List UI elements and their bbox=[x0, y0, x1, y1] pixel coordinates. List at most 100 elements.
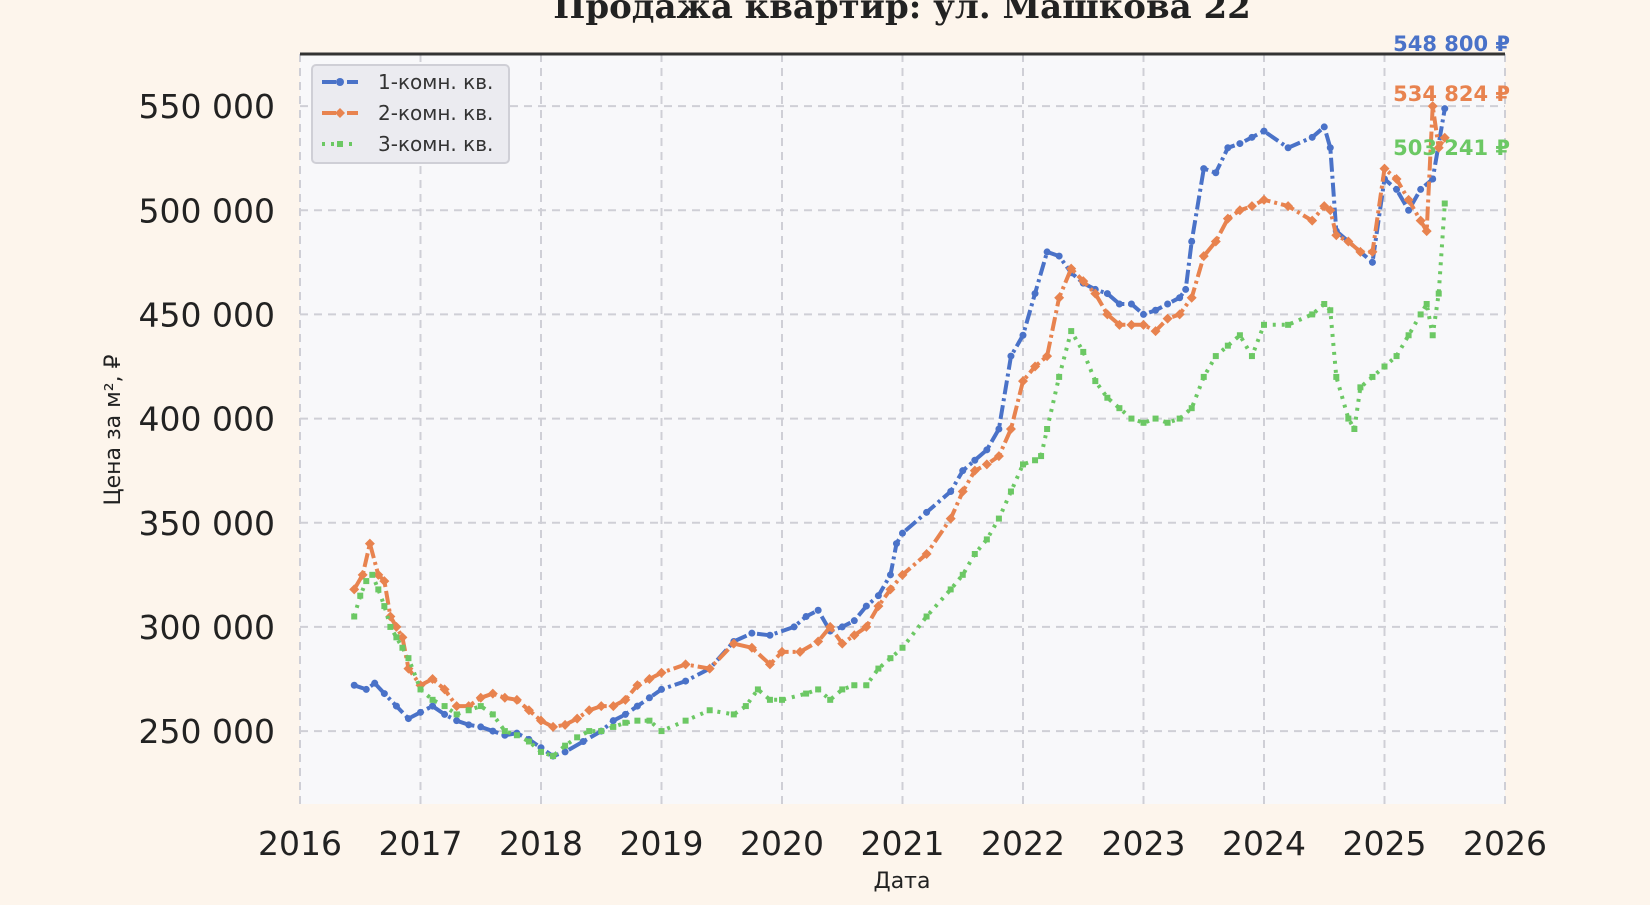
data-point bbox=[995, 425, 1003, 433]
series-end-labels: 548 800 ₽ 534 824 ₽ 503 241 ₽ bbox=[1393, 32, 1510, 160]
data-point bbox=[874, 592, 882, 600]
data-point bbox=[417, 708, 424, 716]
data-point bbox=[764, 659, 775, 670]
data-point bbox=[1369, 373, 1376, 380]
data-point bbox=[1224, 342, 1231, 349]
data-point bbox=[453, 717, 461, 725]
x-axis-label: Дата bbox=[874, 869, 931, 894]
data-point bbox=[371, 679, 379, 687]
data-point bbox=[489, 711, 496, 718]
data-point bbox=[825, 621, 836, 632]
data-point bbox=[393, 634, 400, 641]
x-tick-label: 2024 bbox=[1222, 824, 1306, 863]
data-point bbox=[1080, 348, 1087, 355]
data-point bbox=[391, 621, 402, 632]
data-point bbox=[1032, 457, 1039, 464]
data-point bbox=[814, 606, 822, 614]
data-point bbox=[351, 613, 358, 620]
data-point bbox=[981, 459, 992, 470]
data-point bbox=[357, 569, 368, 580]
data-point bbox=[971, 456, 979, 464]
data-point bbox=[499, 692, 510, 703]
data-point bbox=[1441, 200, 1448, 207]
data-point bbox=[487, 688, 498, 699]
data-point bbox=[1248, 133, 1256, 141]
data-point bbox=[1224, 144, 1232, 152]
data-point bbox=[1212, 353, 1219, 360]
data-point bbox=[1367, 246, 1378, 257]
data-point bbox=[584, 705, 595, 716]
data-point bbox=[536, 715, 546, 726]
data-point bbox=[1441, 105, 1449, 113]
data-point bbox=[1007, 352, 1015, 360]
data-point bbox=[1403, 194, 1414, 205]
data-point bbox=[439, 684, 450, 695]
data-point bbox=[837, 638, 848, 649]
data-point bbox=[947, 488, 955, 495]
data-point bbox=[1127, 300, 1135, 308]
data-point bbox=[1234, 205, 1245, 216]
data-point bbox=[983, 446, 991, 454]
data-point bbox=[1236, 140, 1244, 148]
data-point bbox=[959, 571, 966, 578]
data-point bbox=[813, 636, 824, 647]
data-point bbox=[1260, 127, 1268, 135]
data-point bbox=[523, 705, 534, 716]
y-tick-label: 500 000 bbox=[139, 191, 275, 230]
data-point bbox=[1309, 311, 1316, 318]
data-point bbox=[921, 549, 932, 559]
data-point bbox=[1186, 292, 1197, 303]
x-tick-label: 2023 bbox=[1102, 824, 1186, 863]
x-axis-ticks: 2016 2017 2018 2019 2020 2021 2022 2023 2024 2025… bbox=[258, 824, 1547, 863]
data-point bbox=[1421, 226, 1432, 237]
data-point bbox=[1429, 332, 1436, 339]
data-point bbox=[1435, 290, 1442, 297]
data-point bbox=[363, 578, 370, 585]
data-point bbox=[1056, 373, 1063, 380]
data-point bbox=[1066, 263, 1077, 274]
data-point bbox=[658, 685, 665, 693]
data-point bbox=[429, 696, 436, 703]
data-point bbox=[357, 592, 364, 599]
data-point bbox=[1351, 426, 1358, 432]
data-point bbox=[405, 655, 412, 662]
data-point bbox=[1393, 353, 1400, 360]
data-point bbox=[1331, 230, 1342, 241]
y-tick-label: 350 000 bbox=[139, 504, 275, 543]
data-point bbox=[1417, 311, 1424, 318]
data-point bbox=[777, 646, 787, 657]
data-point bbox=[399, 644, 406, 651]
data-point bbox=[1030, 361, 1041, 372]
data-point bbox=[373, 569, 384, 580]
data-point bbox=[451, 701, 462, 712]
data-point bbox=[897, 569, 908, 580]
data-point bbox=[1018, 376, 1028, 387]
data-point bbox=[1308, 133, 1316, 141]
data-point bbox=[983, 536, 990, 543]
data-point bbox=[369, 571, 376, 578]
plot-background bbox=[300, 54, 1505, 804]
data-point bbox=[404, 715, 412, 723]
x-tick-label: 2021 bbox=[861, 824, 945, 863]
data-point bbox=[1019, 331, 1027, 339]
data-point bbox=[1128, 415, 1135, 422]
data-point bbox=[1164, 419, 1171, 426]
data-point bbox=[1284, 144, 1292, 152]
data-point bbox=[1246, 201, 1257, 212]
data-point bbox=[1054, 292, 1065, 303]
data-point bbox=[525, 738, 532, 745]
data-point bbox=[1326, 144, 1334, 152]
data-point bbox=[1103, 290, 1111, 298]
data-point bbox=[730, 711, 737, 718]
data-point bbox=[957, 486, 968, 497]
legend-label: 3-комн. кв. bbox=[378, 132, 493, 156]
data-point bbox=[839, 686, 846, 693]
data-point bbox=[1055, 252, 1063, 260]
x-tick-label: 2018 bbox=[499, 824, 583, 863]
data-point bbox=[656, 667, 667, 678]
data-point bbox=[1261, 321, 1267, 328]
data-point bbox=[1307, 215, 1318, 226]
data-point bbox=[1152, 415, 1159, 422]
data-point bbox=[1321, 301, 1328, 307]
data-point bbox=[945, 513, 956, 524]
